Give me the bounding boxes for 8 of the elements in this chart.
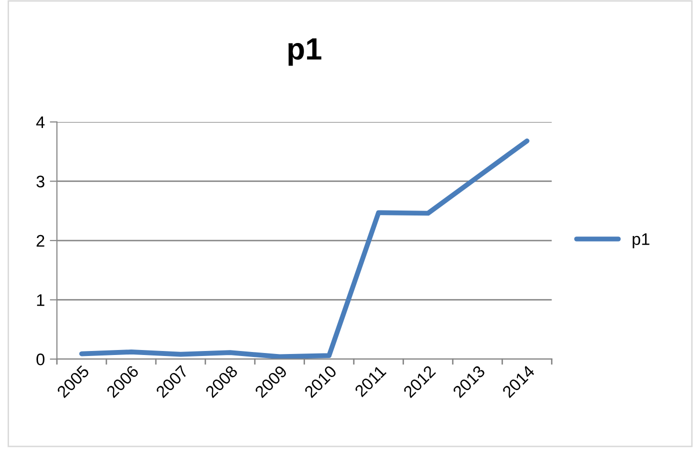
y-tick-label: 2 [36, 234, 44, 247]
chart-title: p1 [288, 38, 322, 66]
y-tick-label: 1 [37, 294, 44, 306]
y-tick-label: 3 [36, 176, 44, 188]
legend-label: p1 [632, 233, 650, 248]
y-tick-label: 4 [36, 116, 45, 128]
line-series [79, 138, 530, 360]
y-tick-label: 0 [36, 354, 44, 366]
